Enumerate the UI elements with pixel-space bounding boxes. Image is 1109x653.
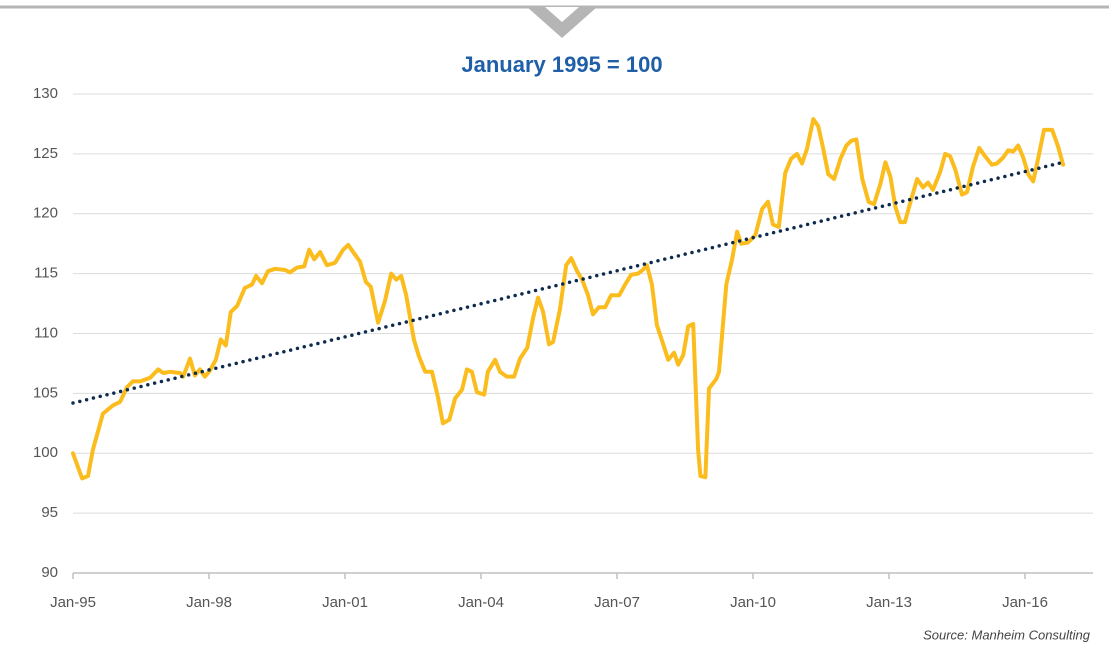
x-tick-label: Jan-98 <box>186 594 232 611</box>
series-line <box>71 117 1066 481</box>
y-tick-label: 95 <box>41 504 58 521</box>
x-tick-label: Jan-07 <box>594 594 640 611</box>
y-tick-label: 110 <box>34 324 58 341</box>
x-tick-label: Jan-13 <box>866 594 912 611</box>
y-tick-label: 125 <box>33 145 58 162</box>
y-tick-label: 100 <box>33 444 58 461</box>
x-tick-label: Jan-10 <box>730 594 776 611</box>
x-tick-label: Jan-95 <box>50 594 96 611</box>
x-tick-label: Jan-04 <box>458 594 504 611</box>
y-tick-label: 130 <box>33 85 58 102</box>
source: Source: Manheim Consulting <box>923 627 1091 642</box>
y-tick-label: 115 <box>34 265 58 282</box>
chevron <box>527 7 597 38</box>
y-tick-label: 120 <box>33 205 58 222</box>
y-tick-label: 90 <box>41 564 58 581</box>
y-tick-label: 105 <box>33 384 58 401</box>
chevron-notch <box>545 7 579 22</box>
chart-title: January 1995 = 100 <box>461 52 662 77</box>
x-tick-label: Jan-16 <box>1002 594 1048 611</box>
trend-line <box>71 160 1065 405</box>
x-tick-label: Jan-01 <box>322 594 368 611</box>
